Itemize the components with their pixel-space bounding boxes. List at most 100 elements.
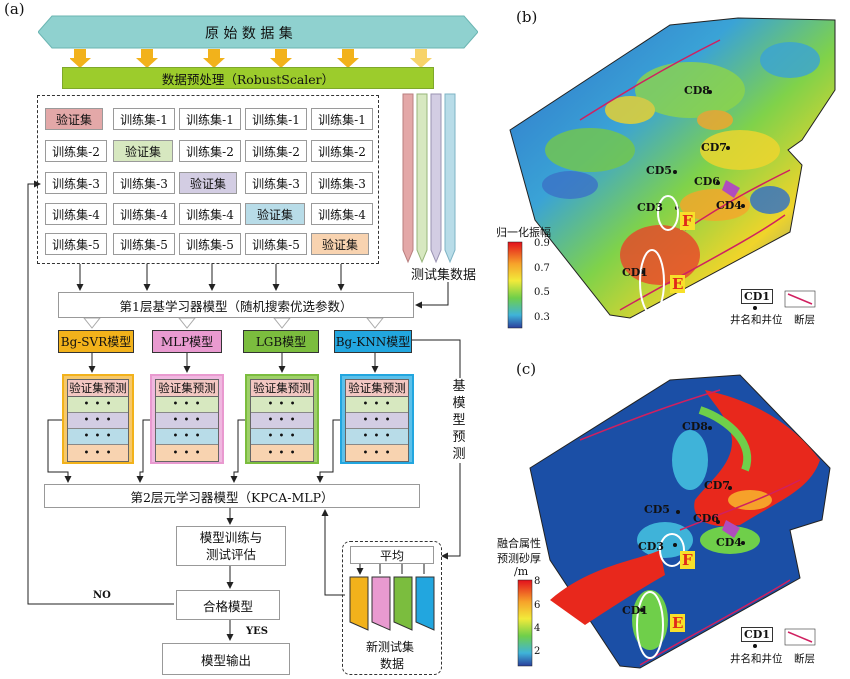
pred-header: 验证集预测 [155,379,219,397]
map-b [507,17,836,329]
pred-header: 验证集预测 [67,379,129,397]
zone-f-b: F [680,212,695,230]
train-eval-line2: 测试评估 [205,547,256,562]
average-box: 平均 [350,546,434,564]
grid-cell: 验证集 [113,140,173,162]
grid-cell: 训练集-3 [311,172,373,194]
pred-row: • • • [346,413,408,429]
grid-cell: 训练集-1 [311,108,373,130]
no-label: NO [93,590,111,601]
cv-grid-frame [37,95,379,264]
well-cd1-b: CD1 [622,266,648,279]
model-bg-svr: Bg-SVR模型 [58,330,134,353]
model-mlp: MLP模型 [152,330,222,353]
preprocess-bar: 数据预处理（RobustScaler） [62,67,434,89]
colorbar-title-c3: /m [514,565,529,578]
pred-row: • • • [68,429,128,445]
pred-row: • • • [156,397,218,413]
grid-cell: 训练集-2 [45,140,107,162]
cb-tick: 0.9 [534,238,550,249]
model-bg-knn: Bg-KNN模型 [334,330,412,353]
pred-row: • • • [68,413,128,429]
grid-cell: 验证集 [245,203,305,225]
pred-box-mlp: 验证集预测 • • • • • • • • • • • • [150,374,224,464]
pred-row: • • • [346,397,408,413]
grid-cell: 训练集-4 [311,203,373,225]
layer1-box: 第1层基学习器模型（随机搜索优选参数） [58,292,414,318]
zone-f-c: F [680,551,695,569]
pred-row: • • • [346,445,408,461]
pred-row: • • • [251,413,313,429]
pred-header: 验证集预测 [250,379,314,397]
legend-icons-b [753,290,816,310]
yes-label: YES [246,626,268,637]
pred-row: • • • [251,445,313,461]
new-test-line2: 数据 [380,657,405,671]
well-cd6-b: CD6 [694,175,720,188]
grid-cell: 训练集-4 [179,203,241,225]
cb-tick: 0.3 [534,312,550,323]
grid-cell: 验证集 [311,233,369,255]
grid-cell: 训练集-3 [45,172,107,194]
new-test-line1: 新测试集 [366,640,415,654]
pred-row: • • • [346,429,408,445]
grid-cell: 训练集-2 [311,140,373,162]
pred-row: • • • [251,397,313,413]
base-pred-label: 基模型预测 [451,378,467,463]
legend-fault-b: 断层 [794,314,815,326]
legend-well-label-c: 井名和井位 [730,653,783,665]
well-cd7-c: CD7 [704,479,730,492]
cb-tick: 4 [534,623,541,634]
train-eval-line1: 模型训练与 [199,530,263,545]
legend-well-label-b: 井名和井位 [730,314,783,326]
legend-well-c: CD1 [741,627,773,642]
test-data-label: 测试集数据 [411,268,477,283]
well-cd3-c: CD3 [638,540,664,553]
pred-row: • • • [68,397,128,413]
grid-cell: 训练集-3 [245,172,307,194]
grid-cell: 训练集-1 [245,108,307,130]
pred-row: • • • [68,445,128,461]
panel-c-label: (c) [516,360,537,378]
well-cd8-b: CD8 [684,84,710,97]
grid-cell: 训练集-1 [179,108,241,130]
cb-tick: 8 [534,576,541,587]
zone-e-c: E [670,614,686,632]
raw-dataset-label: 原 始 数 据 集 [205,26,293,42]
average-frame [342,541,442,675]
grid-cell: 训练集-4 [113,203,175,225]
grid-cell: 训练集-5 [179,233,241,255]
layer1-pointers [83,318,384,329]
colorbar-title-b: 归一化振幅 [496,226,551,239]
grid-cell: 训练集-5 [45,233,107,255]
map-c [517,374,831,669]
legend-icons-c [753,628,816,648]
grid-cell: 训练集-5 [113,233,175,255]
grid-cell: 训练集-1 [113,108,175,130]
well-cd3-b: CD3 [637,201,663,214]
cb-tick: 0.5 [534,287,550,298]
average-flags [349,564,435,631]
panel-b-label: (b) [516,8,538,26]
well-cd4-b: CD4 [716,199,742,212]
output-box: 模型输出 [162,643,290,675]
raw-dataset-banner [38,15,478,49]
grid-cell: 验证集 [179,172,237,194]
well-cd1-c: CD1 [622,604,648,617]
pred-row: • • • [156,429,218,445]
pred-box-svr: 验证集预测 • • • • • • • • • • • • [62,374,134,464]
grid-cell: 验证集 [45,108,103,130]
model-lgb: LGB模型 [243,330,319,353]
pred-row: • • • [156,445,218,461]
pred-row: • • • [156,413,218,429]
layer2-box: 第2层元学习器模型（KPCA-MLP） [44,484,420,508]
grid-cell: 训练集-2 [245,140,307,162]
cb-tick: 2 [534,646,541,657]
grid-cell: 训练集-3 [113,172,175,194]
test-set-flags [402,93,456,264]
well-cd5-c: CD5 [644,503,670,516]
grid-cell: 训练集-2 [179,140,241,162]
cb-tick: 6 [534,600,541,611]
grid-cell: 训练集-5 [245,233,307,255]
pred-box-knn: 验证集预测 • • • • • • • • • • • • [340,374,414,464]
